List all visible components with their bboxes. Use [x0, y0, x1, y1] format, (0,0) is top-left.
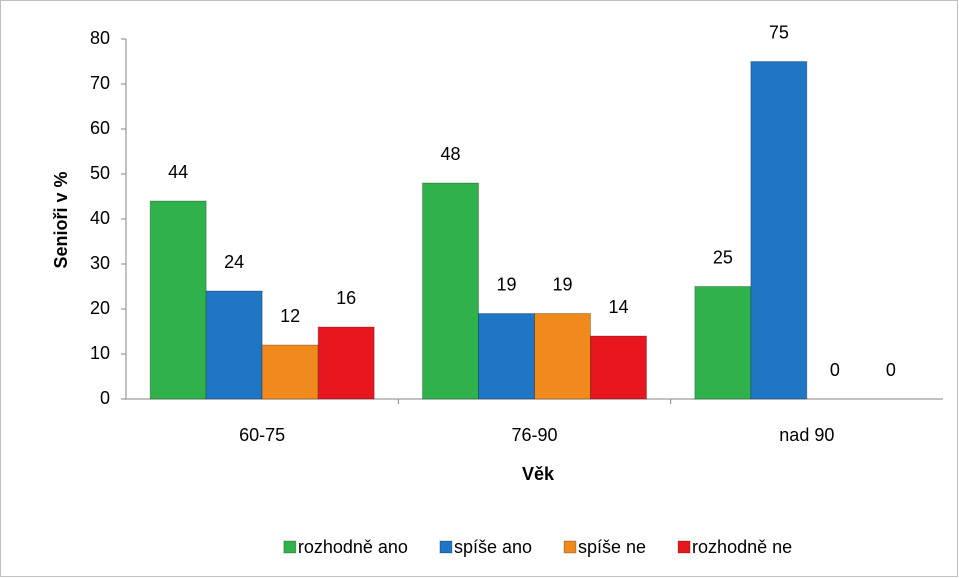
data-label: 25 — [713, 247, 733, 267]
legend-label: rozhodně ne — [692, 537, 792, 557]
data-label: 44 — [168, 162, 188, 182]
x-tick-label: 76-90 — [511, 425, 557, 445]
legend-label: spíše ano — [454, 537, 532, 557]
data-label: 14 — [608, 297, 628, 317]
x-tick-label: nad 90 — [779, 425, 834, 445]
data-label: 0 — [830, 360, 840, 380]
y-tick-label: 0 — [100, 388, 110, 408]
x-axis-label: Věk — [522, 464, 555, 484]
data-label: 0 — [886, 360, 896, 380]
bar — [750, 61, 808, 400]
bar — [478, 313, 535, 400]
x-tick-label: 60-75 — [239, 425, 285, 445]
data-label: 16 — [336, 288, 356, 308]
y-axis-label: Senioři v % — [51, 171, 71, 268]
bar — [422, 182, 479, 400]
data-label: 19 — [552, 274, 572, 294]
bar — [317, 326, 375, 400]
data-label: 24 — [224, 252, 244, 272]
data-label: 12 — [280, 306, 300, 326]
y-tick-label: 70 — [90, 73, 110, 93]
legend-swatch — [563, 540, 577, 554]
bar — [205, 290, 263, 400]
y-tick-label: 20 — [90, 298, 110, 318]
bar — [534, 313, 591, 400]
legend-swatch — [283, 540, 297, 554]
y-tick-label: 40 — [90, 208, 110, 228]
y-tick-label: 30 — [90, 253, 110, 273]
y-tick-label: 50 — [90, 163, 110, 183]
data-label: 48 — [440, 144, 460, 164]
data-label: 19 — [496, 274, 516, 294]
y-tick-label: 60 — [90, 118, 110, 138]
bar — [694, 286, 752, 400]
bar — [261, 344, 319, 400]
legend-swatch — [677, 540, 691, 554]
legend-swatch — [439, 540, 453, 554]
data-label: 75 — [769, 22, 789, 42]
bar — [149, 200, 207, 400]
y-tick-label: 10 — [90, 343, 110, 363]
legend-label: spíše ne — [578, 537, 646, 557]
bar — [590, 335, 647, 400]
y-tick-label: 80 — [90, 28, 110, 48]
legend-label: rozhodně ano — [298, 537, 408, 557]
